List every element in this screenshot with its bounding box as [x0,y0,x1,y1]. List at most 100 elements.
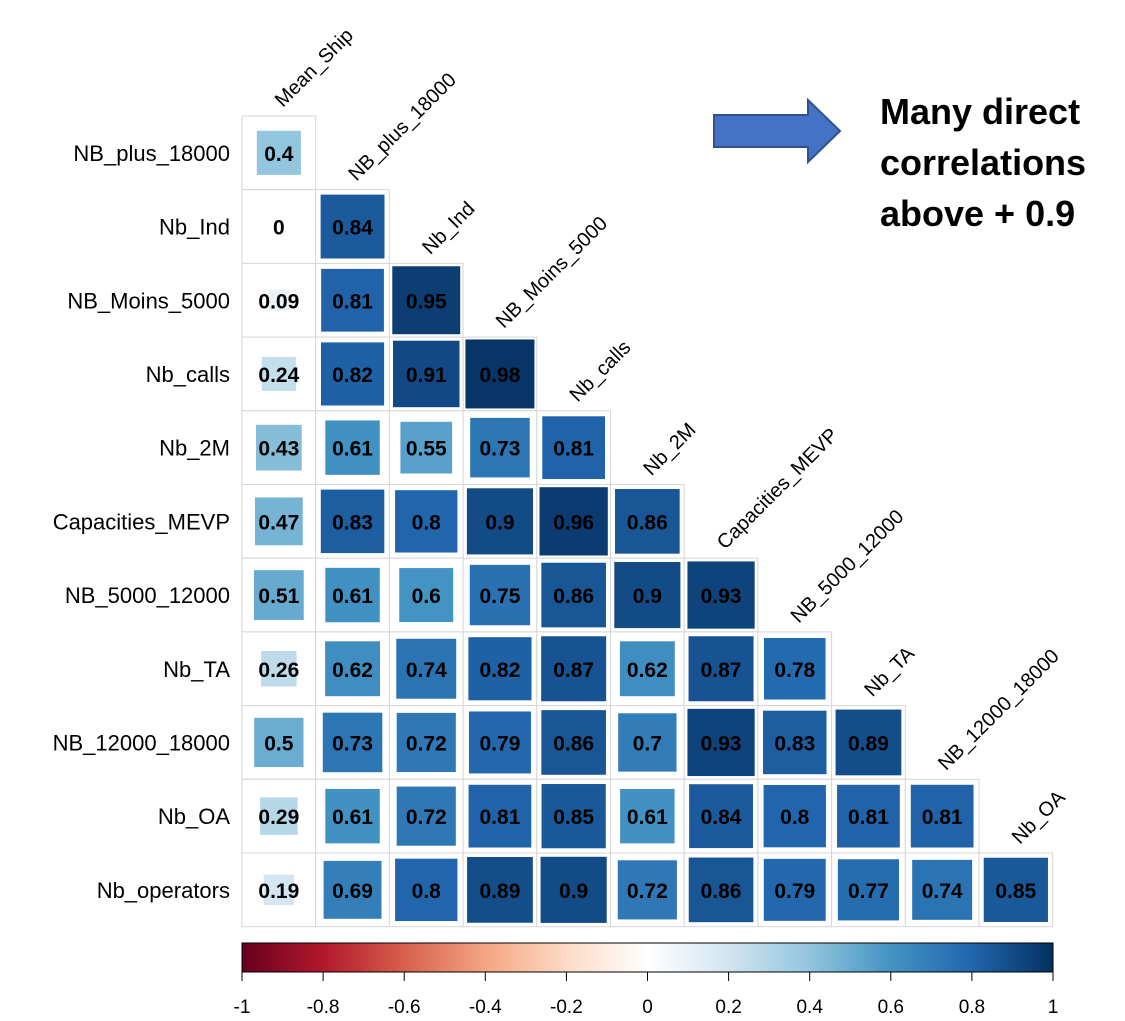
correlation-value: 0.72 [406,806,447,829]
correlation-value: 0.85 [553,806,594,829]
colorbar-tick-label: -0.2 [550,997,583,1018]
correlation-value: 0.78 [774,659,815,682]
correlation-square [614,561,681,629]
correlation-square [325,420,380,475]
correlation-value: 0.29 [258,806,299,829]
column-label: Nb_OA [1008,786,1070,848]
correlation-value: 0.61 [332,438,373,461]
correlation-value: 0.86 [553,585,594,608]
correlation-square [395,490,458,553]
correlation-square [254,497,303,546]
colorbar-tick-label: 0.6 [878,997,904,1018]
correlation-value: 0.82 [480,659,521,682]
correlation-square [395,858,458,922]
row-label: Nb_operators [97,878,230,903]
correlation-square [396,638,457,699]
correlation-value: 0.95 [406,290,447,313]
correlation-square [763,637,826,700]
correlation-square [837,859,900,921]
colorbar-tick-label: 0.4 [796,997,823,1018]
correlation-square [268,289,290,311]
correlation-value: 0.62 [332,659,373,682]
column-label: NB_12000_18000 [934,645,1064,775]
column-label: NB_5000_12000 [787,506,909,628]
correlation-square [263,874,295,906]
correlation-value: 0.81 [480,806,521,829]
correlation-value: 0 [273,217,285,240]
correlation-value: 0.72 [627,880,668,903]
correlation-square [541,636,607,702]
correlation-square [399,568,454,623]
correlation-value: 0.83 [332,511,373,534]
row-label: NB_12000_18000 [53,730,230,755]
correlation-value: 0.87 [553,659,594,682]
correlation-square [321,268,384,332]
correlation-value: 0.62 [627,659,668,682]
colorbar-tick-label: 1 [1048,997,1059,1018]
row-labels: NB_plus_18000 Nb_Ind NB_Moins_5000 Nb_calls… [53,141,231,903]
row-label: NB_plus_18000 [73,141,230,166]
correlation-square [540,856,607,923]
correlation-square [687,561,755,629]
correlation-value: 0.4 [264,143,294,166]
correlation-square [618,713,677,772]
correlation-square [615,489,680,554]
correlation-value: 0.5 [264,732,294,755]
correlation-value: 0.98 [480,364,521,387]
correlation-square [256,130,301,175]
colorbar: -1 -0.8 -0.6 -0.4 -0.2 0 0.2 0.4 0.6 0.8 1 [234,942,1059,1018]
colorbar-tick-label: 0.8 [959,997,985,1018]
correlation-square [470,417,530,478]
correlation-value: 0.8 [412,880,442,903]
row-label: Capacities_MEVP [53,509,230,534]
column-label: Nb_Ind [418,198,479,259]
correlation-value: 0.6 [412,585,441,608]
column-label: Nb_calls [566,337,636,407]
correlation-value: 0.82 [332,364,373,387]
cell-layer: 0.4 0 0.84 0.09 0.81 0.95 0.24 0.82 0.91 0.98 0.43… [253,130,1048,923]
correlation-square [468,711,531,774]
correlation-square [393,340,460,408]
correlation-value: 0.81 [848,806,889,829]
correlation-square [542,416,606,480]
correlation-value: 0.93 [701,732,742,755]
correlation-square [541,784,606,849]
correlation-square [253,570,304,620]
correlation-value: 0.81 [922,806,963,829]
grid-cell [241,189,317,264]
correlation-square [688,636,754,702]
colorbar-gradient [241,942,1054,973]
correlation-square [617,860,677,920]
correlation-square [912,859,973,920]
correlation-value: 0.61 [627,806,668,829]
correlation-square [619,641,675,697]
correlation-square [689,784,753,849]
correlation-square [467,856,533,923]
row-label: Nb_calls [146,362,230,387]
correlation-value: 0.51 [258,585,299,608]
colorbar-tick-label: -1 [234,997,251,1018]
correlation-square [837,784,900,848]
correlation-value: 0.7 [633,732,662,755]
correlation-square [260,797,298,835]
correlation-square [255,424,302,471]
correlation-square [396,786,456,846]
row-label: Nb_Ind [159,215,230,240]
correlation-square [320,194,385,259]
correlation-square [320,342,385,406]
column-label: Nb_2M [639,419,700,480]
row-label: Nb_2M [159,436,230,461]
correlation-square [541,562,606,628]
arrow-shape [713,98,842,165]
correlation-value: 0.81 [332,290,373,313]
correlation-square [261,650,297,687]
correlation-square [539,487,608,556]
correlation-value: 0.26 [258,659,299,682]
correlation-square [469,564,531,626]
correlation-value: 0.72 [406,732,447,755]
row-label: Nb_TA [163,657,230,682]
correlation-value: 0.86 [553,732,594,755]
correlation-square [763,710,827,775]
correlation-value: 0.75 [480,585,521,608]
